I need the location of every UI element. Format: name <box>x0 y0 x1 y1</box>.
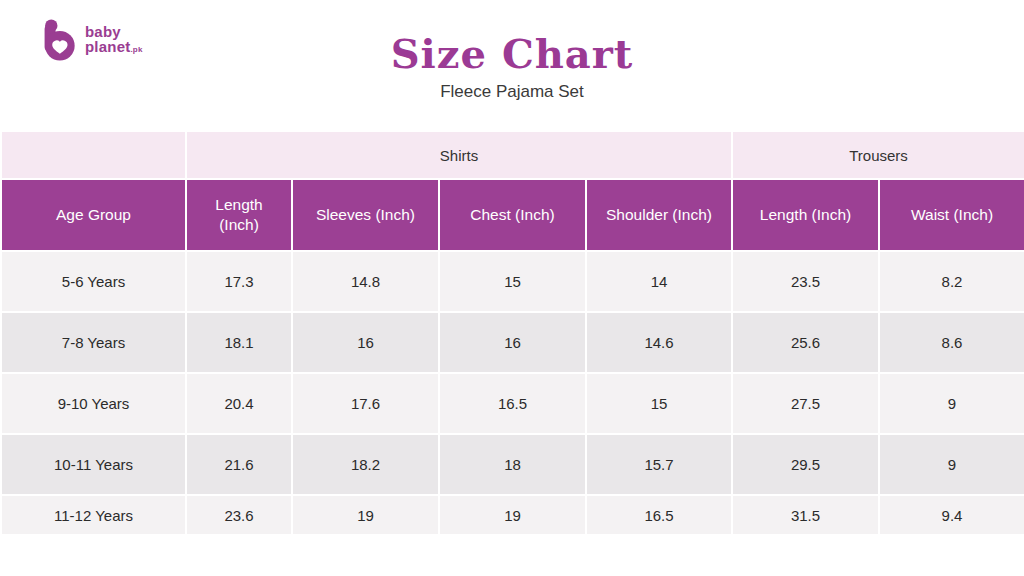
value-cell: 27.5 <box>732 373 879 434</box>
value-cell: 8.2 <box>879 251 1024 312</box>
value-cell: 31.5 <box>732 495 879 535</box>
value-cell: 17.3 <box>186 251 292 312</box>
value-cell: 23.6 <box>186 495 292 535</box>
value-cell: 9 <box>879 373 1024 434</box>
group-header-row: Shirts Trousers <box>1 131 1024 179</box>
value-cell: 20.4 <box>186 373 292 434</box>
value-cell: 15 <box>439 251 586 312</box>
value-cell: 23.5 <box>732 251 879 312</box>
value-cell: 14.6 <box>586 312 732 373</box>
page-title: Size Chart <box>0 30 1024 77</box>
table-row: 7-8 Years 18.1 16 16 14.6 25.6 8.6 <box>1 312 1024 373</box>
column-header-shirt-length: Length (Inch) <box>186 179 292 251</box>
table-row: 5-6 Years 17.3 14.8 15 14 23.5 8.2 <box>1 251 1024 312</box>
page-subtitle: Fleece Pajama Set <box>0 82 1024 102</box>
column-header-sleeves: Sleeves (Inch) <box>292 179 439 251</box>
value-cell: 9.4 <box>879 495 1024 535</box>
value-cell: 15.7 <box>586 434 732 495</box>
value-cell: 21.6 <box>186 434 292 495</box>
value-cell: 25.6 <box>732 312 879 373</box>
value-cell: 18.1 <box>186 312 292 373</box>
title-block: Size Chart Fleece Pajama Set <box>0 30 1024 102</box>
column-header-row: Age Group Length (Inch) Sleeves (Inch) C… <box>1 179 1024 251</box>
value-cell: 16.5 <box>586 495 732 535</box>
table-row: 10-11 Years 21.6 18.2 18 15.7 29.5 9 <box>1 434 1024 495</box>
value-cell: 17.6 <box>292 373 439 434</box>
value-cell: 16 <box>292 312 439 373</box>
group-header-trousers: Trousers <box>732 131 1024 179</box>
age-cell: 7-8 Years <box>1 312 186 373</box>
value-cell: 16 <box>439 312 586 373</box>
value-cell: 8.6 <box>879 312 1024 373</box>
size-chart-table: Shirts Trousers Age Group Length (Inch) … <box>0 130 1024 536</box>
age-cell: 5-6 Years <box>1 251 186 312</box>
column-header-chest: Chest (Inch) <box>439 179 586 251</box>
age-cell: 11-12 Years <box>1 495 186 535</box>
column-header-age-group: Age Group <box>1 179 186 251</box>
table-row: 9-10 Years 20.4 17.6 16.5 15 27.5 9 <box>1 373 1024 434</box>
value-cell: 9 <box>879 434 1024 495</box>
column-header-trouser-length: Length (Inch) <box>732 179 879 251</box>
value-cell: 18 <box>439 434 586 495</box>
value-cell: 15 <box>586 373 732 434</box>
group-header-empty <box>1 131 186 179</box>
group-header-shirts: Shirts <box>186 131 732 179</box>
value-cell: 18.2 <box>292 434 439 495</box>
age-cell: 10-11 Years <box>1 434 186 495</box>
column-header-waist: Waist (Inch) <box>879 179 1024 251</box>
value-cell: 16.5 <box>439 373 586 434</box>
age-cell: 9-10 Years <box>1 373 186 434</box>
table-row: 11-12 Years 23.6 19 19 16.5 31.5 9.4 <box>1 495 1024 535</box>
column-header-shoulder: Shoulder (Inch) <box>586 179 732 251</box>
value-cell: 19 <box>439 495 586 535</box>
value-cell: 14 <box>586 251 732 312</box>
value-cell: 19 <box>292 495 439 535</box>
value-cell: 14.8 <box>292 251 439 312</box>
value-cell: 29.5 <box>732 434 879 495</box>
